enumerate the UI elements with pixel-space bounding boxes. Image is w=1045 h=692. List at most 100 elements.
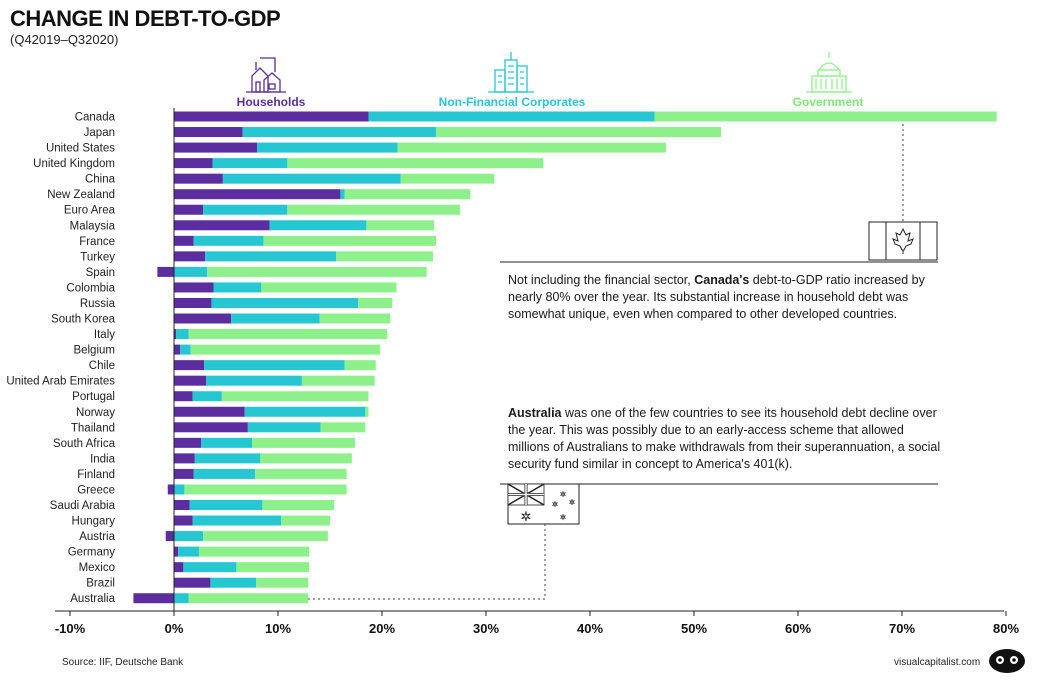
category-label-brazil: Brazil: [86, 578, 115, 590]
bar-united-arab-emirates-non-financial-corporates: [206, 375, 302, 386]
bar-united-arab-emirates-households: [174, 375, 207, 386]
canada-note-pre: Not including the financial sector,: [508, 273, 695, 287]
capitol-building-icon: [806, 52, 852, 93]
credit-text: visualcapitalist.com: [894, 657, 981, 668]
bar-finland-households: [174, 468, 194, 479]
canada-note-bold: Canada's: [694, 273, 750, 287]
x-tick-label: -10%: [55, 621, 86, 636]
category-label-united-arab-emirates: United Arab Emirates: [6, 376, 115, 388]
bar-hungary-non-financial-corporates: [192, 515, 282, 526]
bar-norway-non-financial-corporates: [244, 406, 366, 417]
category-label-france: France: [79, 236, 115, 248]
bar-turkey-households: [174, 251, 206, 262]
bar-germany-non-financial-corporates: [178, 546, 199, 557]
australia-flag-icon: ✶ ✶ ✶ ✶ ✶: [507, 483, 580, 525]
bar-chile-non-financial-corporates: [204, 360, 345, 371]
bar-japan-households: [174, 127, 243, 138]
bar-belgium-government: [190, 344, 380, 355]
office-buildings-icon: [488, 52, 534, 93]
x-tick-label: 60%: [785, 621, 811, 636]
bar-saudi-arabia-government: [262, 500, 335, 510]
bar-thailand-households: [174, 422, 248, 433]
bar-italy-households: [174, 329, 177, 340]
bar-china-government: [400, 173, 495, 184]
bar-hungary-government: [281, 515, 330, 526]
category-label-portugal: Portugal: [72, 391, 115, 403]
bar-canada-households: [174, 111, 369, 122]
bar-finland-non-financial-corporates: [193, 468, 256, 479]
bar-italy-non-financial-corporates: [176, 329, 189, 340]
bar-united-states-non-financial-corporates: [257, 142, 398, 153]
bar-norway-government: [365, 406, 369, 417]
bar-mexico-non-financial-corporates: [183, 562, 237, 573]
bar-spain-households: [157, 266, 174, 277]
bar-hungary-households: [174, 515, 193, 526]
bar-india-government: [260, 453, 352, 464]
bar-austria-non-financial-corporates: [174, 531, 204, 542]
bar-india-households: [174, 453, 195, 464]
category-label-russia: Russia: [80, 298, 116, 310]
x-tick-label: 50%: [681, 621, 707, 636]
bar-colombia-government: [261, 282, 397, 293]
bar-turkey-non-financial-corporates: [205, 251, 337, 262]
bar-south-korea-government: [319, 313, 391, 324]
bar-colombia-households: [174, 282, 214, 293]
bar-colombia-non-financial-corporates: [213, 282, 262, 293]
bar-mexico-government: [236, 562, 310, 573]
category-label-euro-area: Euro Area: [64, 205, 116, 217]
category-label-chile: Chile: [89, 360, 115, 372]
bar-greece-government: [184, 484, 347, 495]
bar-france-non-financial-corporates: [193, 235, 264, 246]
x-tick-label: 0%: [165, 621, 184, 636]
bar-russia-non-financial-corporates: [211, 297, 359, 308]
legend-label-government: Government: [793, 95, 864, 109]
category-label-malaysia: Malaysia: [70, 220, 116, 232]
x-tick-label: 20%: [369, 621, 395, 636]
legend-label-non-financial-corporates: Non-Financial Corporates: [439, 95, 586, 109]
bar-austria-government: [203, 531, 328, 542]
bar-france-households: [174, 235, 194, 246]
bar-canada-non-financial-corporates: [368, 111, 655, 122]
bar-brazil-government: [256, 577, 309, 588]
bar-finland-government: [255, 468, 347, 479]
x-tick-label: 40%: [577, 621, 603, 636]
svg-text:✶: ✶: [560, 490, 567, 499]
svg-text:✶: ✶: [552, 500, 559, 509]
bar-germany-government: [198, 546, 310, 557]
category-label-colombia: Colombia: [66, 282, 115, 294]
bar-brazil-non-financial-corporates: [210, 577, 257, 588]
bar-mexico-households: [174, 562, 184, 573]
bar-thailand-government: [320, 422, 366, 433]
australia-note-bold: Australia: [508, 406, 562, 420]
chart-subtitle: (Q42019–Q32020): [10, 32, 119, 47]
bar-saudi-arabia-households: [174, 500, 190, 510]
chart-title: CHANGE IN DEBT-TO-GDP: [10, 6, 281, 31]
bar-india-non-financial-corporates: [194, 453, 261, 464]
category-label-austria: Austria: [79, 531, 115, 543]
legend-label-households: Households: [237, 95, 306, 109]
bar-united-arab-emirates-government: [301, 375, 375, 386]
category-label-italy: Italy: [94, 329, 115, 341]
bar-euro-area-government: [287, 204, 460, 215]
australia-leader-line: [308, 524, 546, 600]
category-labels-layer: Canada Japan United States United Kingdom Ch…: [6, 112, 115, 606]
bar-united-states-government: [397, 142, 666, 153]
bar-united-kingdom-non-financial-corporates: [212, 158, 288, 169]
bar-south-korea-households: [174, 313, 232, 324]
category-label-south-korea: South Korea: [51, 314, 116, 326]
category-label-spain: Spain: [86, 267, 115, 279]
canada-note-post: debt-to-GDP ratio increased by nearly 80…: [508, 273, 925, 321]
bar-australia-households: [133, 593, 174, 604]
category-label-thailand: Thailand: [71, 422, 115, 434]
bar-spain-non-financial-corporates: [174, 266, 208, 277]
category-label-united-states: United States: [46, 143, 115, 155]
category-label-greece: Greece: [77, 484, 115, 496]
category-label-australia: Australia: [70, 593, 115, 605]
bar-south-africa-government: [252, 437, 355, 448]
bar-russia-households: [174, 297, 212, 308]
bar-euro-area-non-financial-corporates: [203, 204, 288, 215]
bars-layer: [133, 111, 997, 604]
x-tick-label: 30%: [473, 621, 499, 636]
bar-australia-non-financial-corporates: [174, 593, 189, 604]
category-label-united-kingdom: United Kingdom: [33, 158, 115, 170]
